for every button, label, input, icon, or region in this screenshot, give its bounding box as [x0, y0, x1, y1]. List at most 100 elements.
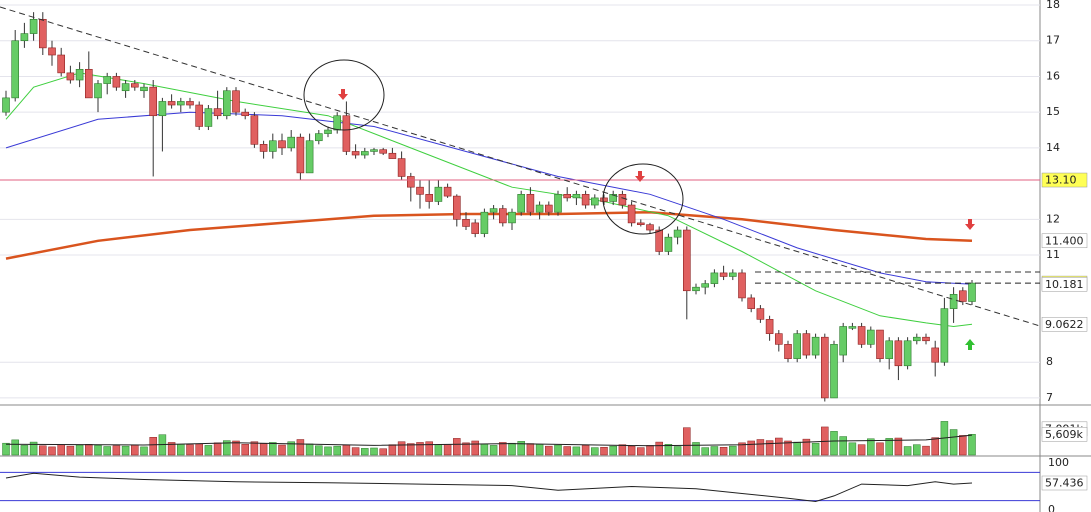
volume-bar — [103, 446, 111, 456]
y-tick-label: 18 — [1046, 0, 1060, 11]
plot-background — [0, 0, 1040, 512]
candle-body — [314, 133, 323, 142]
volume-bar — [121, 445, 130, 456]
volume-bar — [223, 440, 231, 456]
y-tick-label: 7 — [1046, 391, 1053, 404]
highlight-circle — [303, 59, 385, 131]
candle-body — [379, 149, 388, 154]
volume-bar — [388, 444, 397, 456]
volume-bar — [489, 445, 498, 456]
candle-body — [213, 108, 222, 117]
candle-body — [351, 151, 360, 156]
volume-bar — [48, 446, 56, 456]
y-tick-label: 8 — [1046, 355, 1053, 368]
candle-body — [912, 336, 921, 342]
volume-bar — [480, 443, 489, 456]
volume-bar — [765, 440, 774, 456]
volume-bar — [627, 445, 636, 456]
volume-bar — [232, 440, 240, 456]
candle-body — [66, 72, 75, 81]
volume-bar — [85, 444, 93, 456]
volume-bar — [857, 444, 866, 456]
volume-bar — [729, 445, 737, 456]
candle-body — [508, 211, 516, 224]
candle-body — [140, 86, 148, 92]
price-tag-label: 5,609k — [1045, 428, 1083, 441]
volume-bar — [600, 446, 608, 456]
candle-body — [149, 86, 157, 117]
candle-body — [940, 308, 949, 363]
down-arrow — [965, 219, 975, 230]
indicator-line — [5, 434, 973, 447]
volume-bar — [747, 440, 755, 456]
down-arrow — [635, 171, 645, 182]
candle-body — [922, 336, 930, 342]
candle-body — [223, 90, 231, 117]
volume-bar — [149, 437, 157, 456]
candle-body — [232, 90, 240, 113]
volume-bar — [664, 444, 673, 456]
volume-bar — [2, 442, 10, 456]
volume-bar — [471, 440, 479, 456]
price-tag-label: 9.0622 — [1045, 318, 1084, 331]
candle-body — [627, 204, 636, 224]
volume-bar — [618, 444, 627, 456]
price-tag — [1041, 172, 1088, 188]
candle-body — [728, 272, 737, 277]
volume-bar — [591, 447, 599, 456]
candle-body — [581, 194, 590, 206]
volume-bar — [370, 447, 378, 456]
volume-bar — [894, 437, 903, 456]
y-tick-label: 12 — [1046, 212, 1060, 225]
candle-body — [452, 195, 461, 220]
candle-body — [103, 76, 111, 84]
y-tick-label: 17 — [1046, 34, 1060, 47]
candle-body — [866, 329, 875, 345]
volume-bar — [646, 445, 654, 456]
candle-body — [830, 344, 838, 399]
price-tag — [1041, 233, 1088, 249]
candle-body — [2, 97, 10, 113]
candle-body — [121, 83, 130, 92]
candle-body — [968, 282, 976, 302]
candle-body — [590, 197, 599, 206]
candle-body — [48, 47, 56, 56]
candle-body — [563, 194, 572, 199]
volume-bar — [683, 427, 691, 456]
volume-bar — [885, 438, 893, 456]
candle-body — [958, 290, 967, 302]
candle-body — [931, 347, 940, 363]
candle-body — [609, 194, 618, 202]
candle-body — [756, 308, 765, 320]
indicator-line — [5, 111, 973, 285]
candle-body — [793, 333, 802, 359]
volume-bar — [499, 442, 507, 456]
candle-body — [876, 329, 884, 359]
volume-bar — [361, 448, 369, 456]
candle-body — [664, 236, 673, 252]
candle-body — [802, 333, 811, 356]
volume-bar — [701, 447, 709, 456]
candle-body — [94, 83, 102, 99]
candle-body — [710, 272, 719, 284]
candle-body — [268, 140, 277, 152]
candle-body — [360, 151, 369, 156]
down-arrow — [338, 89, 348, 100]
volume-bar — [655, 441, 663, 456]
volume-bar — [959, 435, 967, 456]
candle-body — [342, 115, 351, 152]
volume-bar — [379, 448, 387, 456]
volume-bar — [315, 445, 323, 456]
candle-body — [839, 326, 848, 356]
volume-bar — [756, 439, 765, 456]
volume-bar — [29, 441, 38, 456]
candle-body — [131, 83, 139, 88]
candle-body — [848, 326, 857, 329]
candle-body — [296, 136, 305, 174]
volume-bar — [333, 445, 341, 456]
volume-bar — [903, 446, 912, 456]
volume-bar — [572, 446, 581, 456]
price-tag — [1041, 277, 1088, 292]
candle-body — [38, 18, 47, 49]
